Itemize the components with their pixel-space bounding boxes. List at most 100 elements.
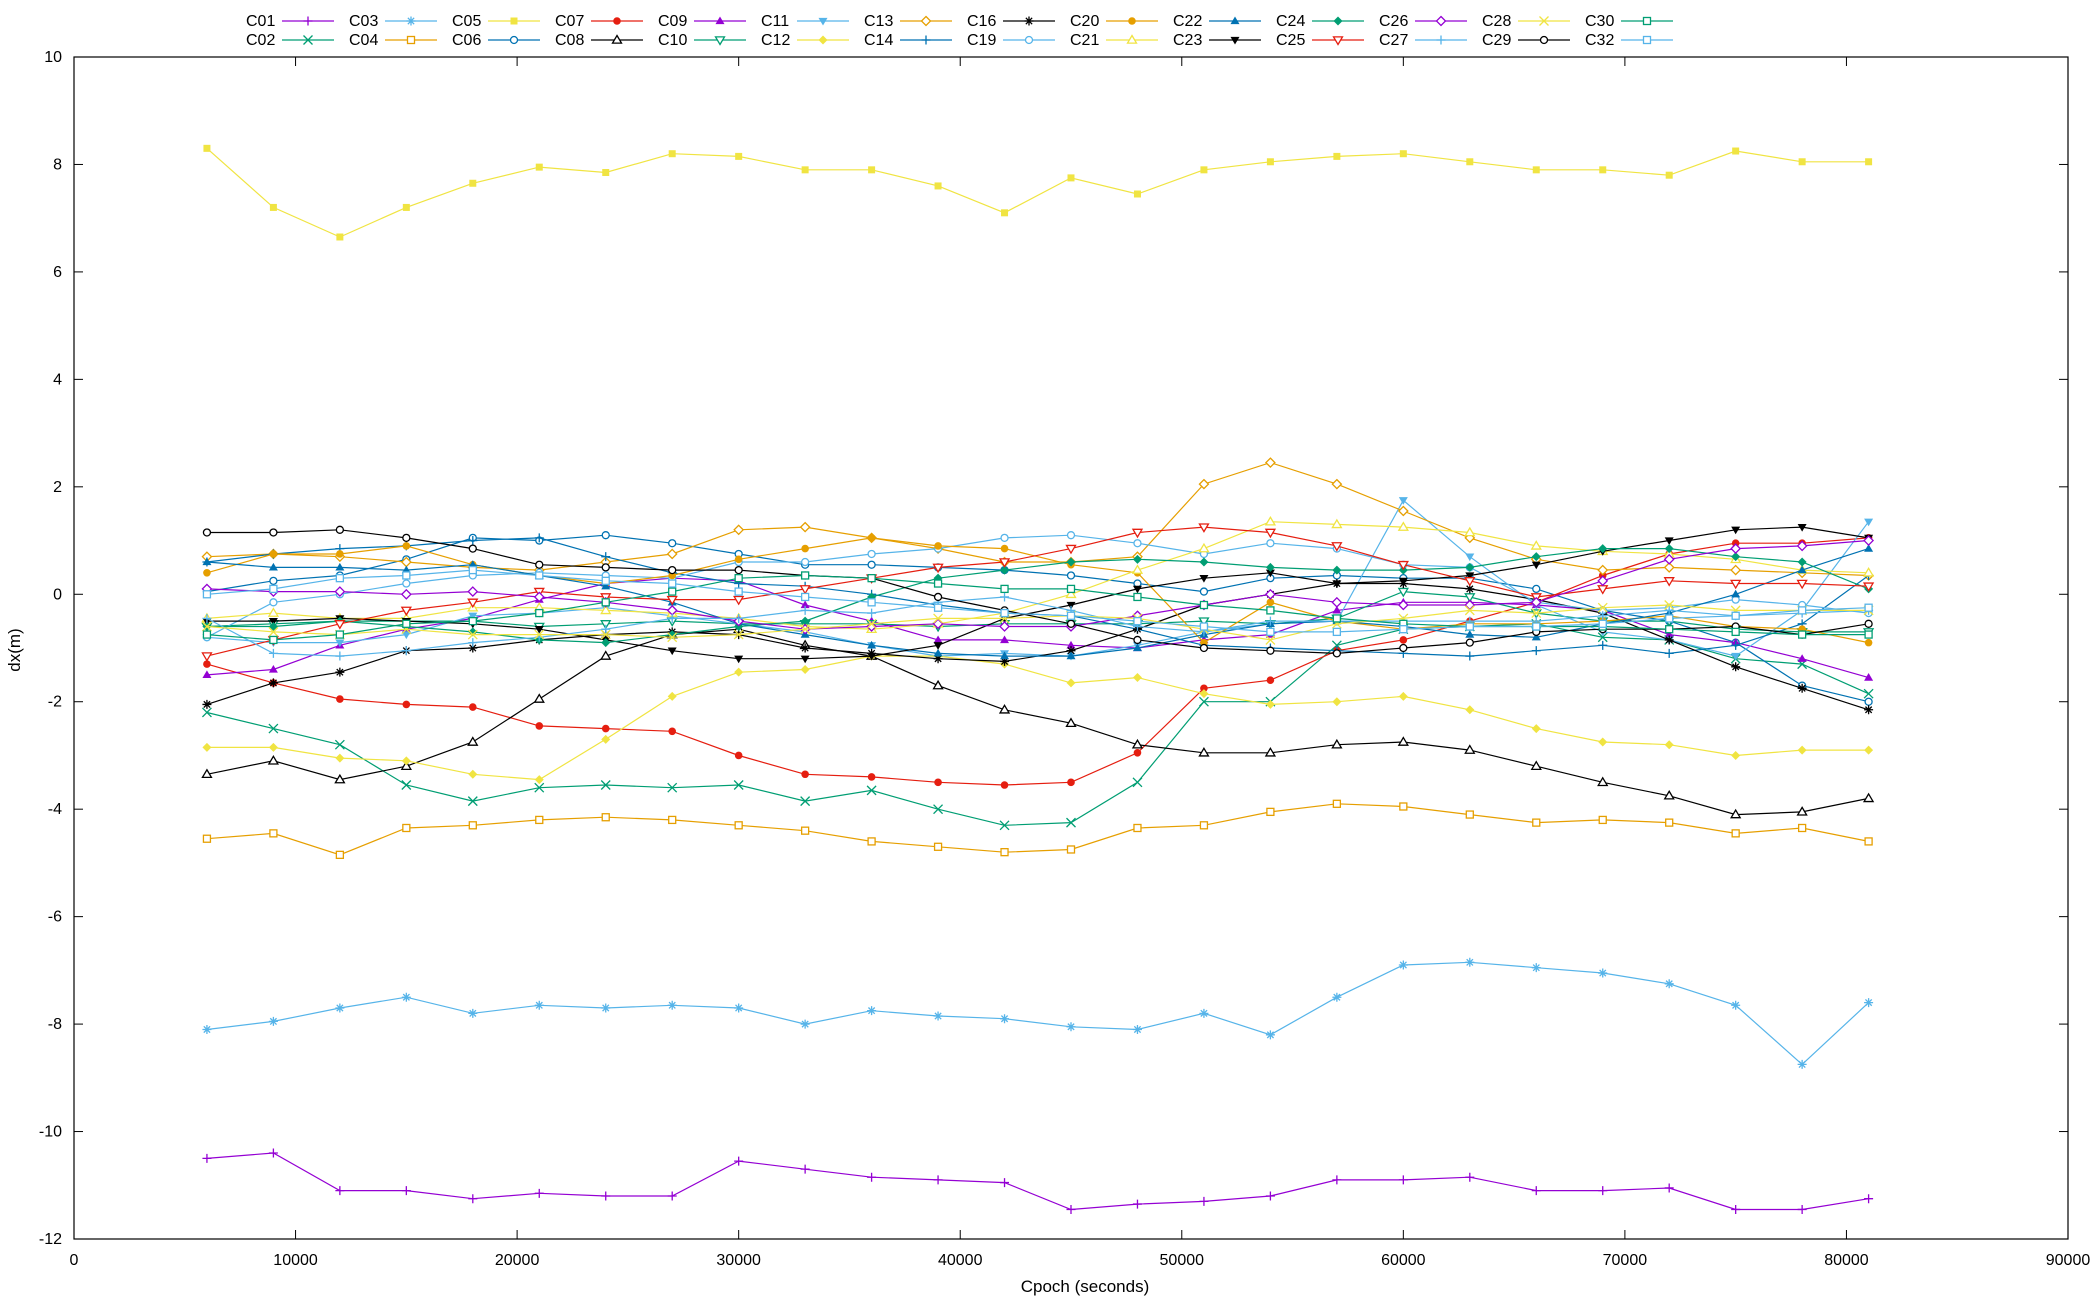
legend-marker <box>611 34 623 44</box>
data-point-C25 <box>1264 528 1277 539</box>
data-point-C08 <box>998 704 1011 714</box>
data-point-C08 <box>1464 744 1476 754</box>
data-point-C20 <box>1000 544 1009 553</box>
data-point-C08 <box>1663 789 1675 800</box>
data-point-C20 <box>203 568 211 577</box>
series-C12 <box>202 651 1874 785</box>
data-point-C02 <box>334 739 345 750</box>
data-point-C01 <box>1598 1186 1608 1196</box>
data-point-C04 <box>269 829 278 838</box>
data-point-C32 <box>468 565 477 575</box>
data-point-C12 <box>1132 673 1142 683</box>
series-line-C06 <box>206 534 1869 703</box>
data-point-C26 <box>467 586 479 598</box>
data-point-C08 <box>533 693 545 703</box>
data-point-C01 <box>1398 1175 1408 1185</box>
data-point-C08 <box>1530 760 1542 770</box>
data-point-C04 <box>335 850 345 859</box>
series-C05 <box>203 144 1873 241</box>
data-point-C04 <box>1598 815 1607 825</box>
data-point-C29 <box>1133 635 1142 645</box>
legend-item-C30: C30 <box>1585 13 1673 30</box>
data-point-C11 <box>468 612 478 621</box>
data-point-C27 <box>401 646 411 656</box>
data-point-C07 <box>336 695 344 703</box>
data-point-C24 <box>1598 544 1608 554</box>
series-line-C12 <box>206 655 1869 781</box>
data-point-C26 <box>1663 553 1675 565</box>
x-tick-label: 70000 <box>1603 1252 1648 1269</box>
legend-item-C16: C16 <box>967 13 1055 30</box>
data-point-C07 <box>1200 684 1208 693</box>
data-point-C29 <box>1864 619 1873 628</box>
x-tick-label: 10000 <box>273 1252 318 1269</box>
data-point-C02 <box>268 723 279 734</box>
data-point-C09 <box>1000 635 1010 644</box>
data-point-C12 <box>1199 689 1209 699</box>
y-tick-label: -2 <box>48 694 62 711</box>
legend-label: C09 <box>658 13 687 30</box>
data-point-C26 <box>1730 543 1742 555</box>
data-point-C27 <box>468 638 478 648</box>
series-line-C23 <box>206 526 1869 660</box>
data-point-C11 <box>401 631 411 640</box>
data-point-C23 <box>1731 526 1741 535</box>
data-point-C28 <box>667 632 678 643</box>
data-point-C25 <box>733 595 745 606</box>
legend-label: C14 <box>864 32 893 49</box>
legend-marker <box>1435 15 1447 27</box>
data-point-C08 <box>1131 738 1144 749</box>
data-point-C12 <box>1664 740 1674 750</box>
data-point-C10 <box>1464 593 1476 603</box>
data-point-C32 <box>402 571 411 580</box>
data-point-C32 <box>668 579 677 588</box>
data-point-C07 <box>1067 778 1075 787</box>
data-point-C27 <box>1664 605 1674 615</box>
data-point-C32 <box>1598 619 1607 628</box>
data-point-C25 <box>799 585 811 595</box>
data-point-C09 <box>202 670 212 679</box>
legend-label: C25 <box>1276 32 1305 49</box>
legend-marker <box>1024 16 1034 26</box>
data-point-C12 <box>401 756 411 766</box>
data-point-C07 <box>734 751 743 760</box>
plot-lines <box>201 144 1875 1214</box>
data-point-C01 <box>933 1175 943 1185</box>
data-point-C24 <box>1265 562 1275 572</box>
y-tick-label: 2 <box>53 479 62 496</box>
data-point-C23 <box>800 655 810 664</box>
data-point-C08 <box>1796 806 1808 816</box>
plot-frame <box>73 56 2069 1240</box>
legend-marker <box>1642 35 1652 45</box>
data-point-C30 <box>601 598 610 607</box>
data-point-C13 <box>1264 457 1276 469</box>
y-tick-label: 4 <box>53 371 62 388</box>
series-line-C08 <box>206 628 1869 816</box>
data-point-C25 <box>400 606 412 617</box>
data-point-C07 <box>934 778 942 787</box>
data-point-C23 <box>1531 561 1541 570</box>
data-point-C05 <box>1266 158 1274 166</box>
data-point-C26 <box>334 586 346 598</box>
data-point-C21 <box>1264 515 1277 526</box>
data-point-C28 <box>933 613 944 624</box>
data-point-C30 <box>1066 584 1076 594</box>
data-point-C27 <box>800 605 810 615</box>
legend-label: C29 <box>1482 32 1511 49</box>
data-point-C23 <box>1332 580 1342 589</box>
data-point-C07 <box>203 660 211 668</box>
data-point-C02 <box>600 780 611 790</box>
data-point-C29 <box>202 528 212 537</box>
legend-label: C26 <box>1379 13 1408 30</box>
data-point-C27 <box>867 608 877 618</box>
data-point-C04 <box>402 823 411 833</box>
data-point-C27 <box>335 651 345 661</box>
data-point-C01 <box>202 1153 212 1163</box>
data-point-C23 <box>734 655 744 664</box>
x-tick-label: 0 <box>70 1252 79 1269</box>
data-point-C28 <box>201 621 212 632</box>
legend-item-C22: C22 <box>1173 13 1261 30</box>
data-point-C01 <box>867 1172 877 1182</box>
data-point-C25 <box>1131 528 1144 539</box>
series-line-C04 <box>206 803 1869 856</box>
